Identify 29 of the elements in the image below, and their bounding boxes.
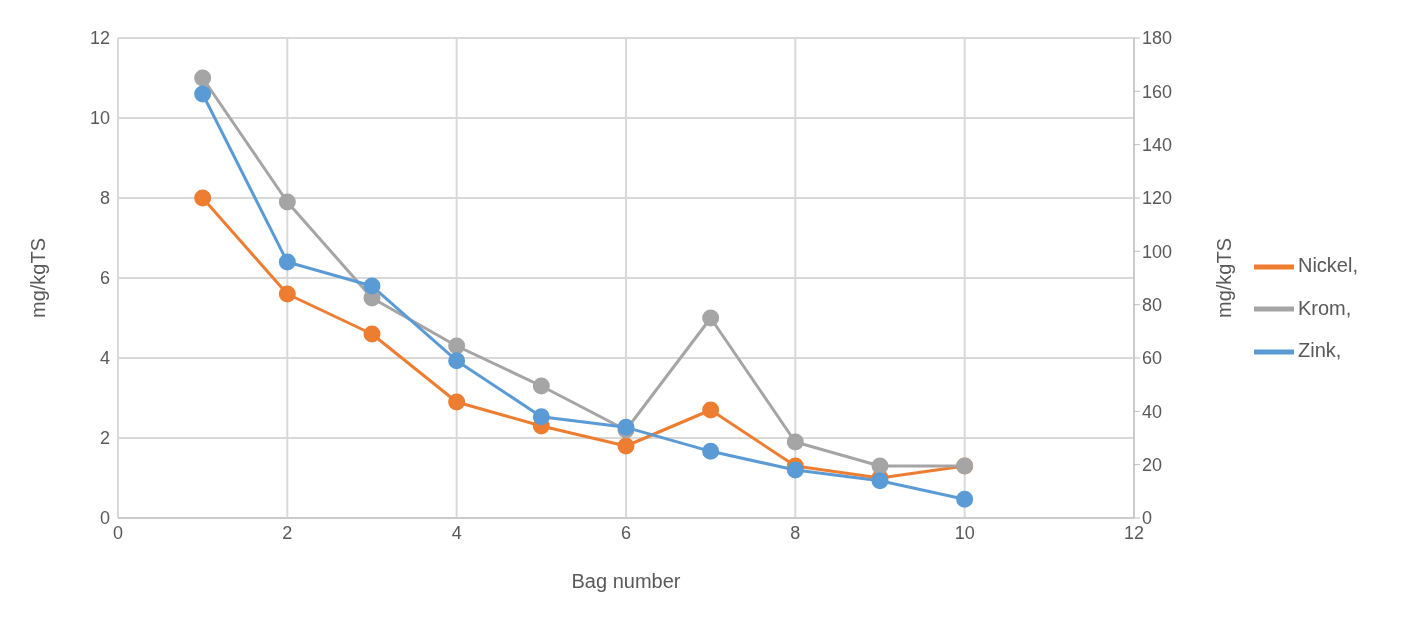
y-tick-label: 0 <box>99 508 110 529</box>
x-tick-label: 6 <box>620 522 631 543</box>
y-axis-title: mg/kgTS <box>27 237 50 319</box>
y2-tick-label: 180 <box>1141 28 1173 49</box>
y-tick-label: 10 <box>89 108 110 129</box>
x-tick-label: 12 <box>1123 522 1144 543</box>
y2-axis-title: mg/kgTS <box>1213 237 1236 319</box>
x-tick-label: 8 <box>790 522 801 543</box>
x-axis-title: Bag number <box>571 570 681 592</box>
x-tick-label: 4 <box>451 522 462 543</box>
y2-tick-label: 60 <box>1141 348 1163 369</box>
legend-label: Krom, <box>1297 296 1352 319</box>
y2-tick-label: 100 <box>1141 241 1173 262</box>
y2-tick-label: 120 <box>1141 188 1173 209</box>
y2-tick-label: 20 <box>1141 455 1163 476</box>
legend-label: Nickel, <box>1297 253 1358 276</box>
y-tick-label: 2 <box>99 428 110 449</box>
y-tick-label: 8 <box>99 188 110 209</box>
y-tick-label: 6 <box>99 268 110 289</box>
x-tick-label: 0 <box>112 522 124 543</box>
legend-label: Zink, <box>1297 339 1342 362</box>
x-tick-label: 10 <box>954 522 975 543</box>
y2-tick-label: 40 <box>1141 401 1163 422</box>
y2-tick-label: 160 <box>1141 81 1173 102</box>
y-tick-label: 12 <box>89 28 110 49</box>
y2-tick-label: 140 <box>1141 135 1173 156</box>
y2-tick-label: 80 <box>1141 295 1163 316</box>
x-tick-label: 2 <box>282 522 293 543</box>
y-tick-label: 4 <box>99 348 110 369</box>
